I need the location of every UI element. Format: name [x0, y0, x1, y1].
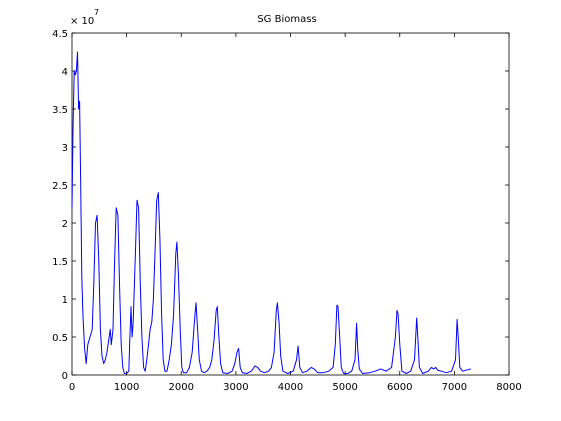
- x-tick-label: 7000: [442, 382, 467, 393]
- y-tick-label: 2.5: [52, 181, 68, 192]
- y-tick-label: 0.5: [52, 333, 68, 344]
- y-axis-multiplier-exponent: 7: [94, 8, 99, 17]
- y-tick-label: 1: [62, 295, 68, 306]
- x-tick-label: 2000: [169, 382, 194, 393]
- series-layer: [71, 51, 471, 374]
- y-tick-label: 3.5: [52, 105, 68, 116]
- x-tick-label: 6000: [387, 382, 412, 393]
- chart-title: SG Biomass: [257, 14, 316, 25]
- y-tick-label: 4.5: [52, 29, 68, 40]
- y-tick-label: 0: [62, 371, 68, 382]
- x-tick-label: 1000: [114, 382, 139, 393]
- y-tick-label: 3: [62, 143, 68, 154]
- y-tick-label: 1.5: [52, 257, 68, 268]
- x-tick-label: 3000: [223, 382, 248, 393]
- y-tick-label: 2: [62, 219, 68, 230]
- x-tick-label: 5000: [332, 382, 357, 393]
- x-axis: 0 1000 2000 3000 4000 5000 6000 7000 8000: [69, 33, 522, 393]
- series-line: [71, 51, 471, 374]
- x-tick-label: 4000: [278, 382, 303, 393]
- y-axis: 0 0.5 1 1.5 2 2.5 3 3.5 4 4.5: [52, 29, 509, 382]
- y-axis-multiplier: × 10: [70, 16, 94, 27]
- y-tick-label: 4: [62, 67, 68, 78]
- x-tick-label: 8000: [496, 382, 521, 393]
- x-tick-label: 0: [69, 382, 75, 393]
